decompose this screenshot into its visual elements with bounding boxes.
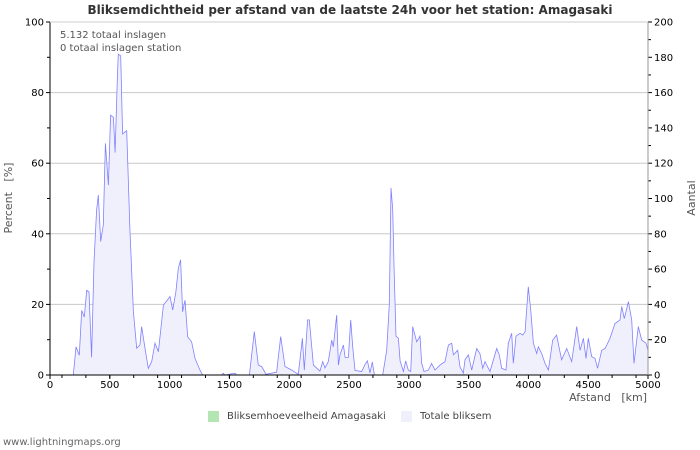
y2-tick-label: 40 xyxy=(654,300,667,311)
y-tick-label: 80 xyxy=(31,88,44,99)
footer-link[interactable]: www.lightningmaps.org xyxy=(3,437,121,448)
total-lightning-area xyxy=(73,54,649,375)
x-tick-label: 3000 xyxy=(396,380,421,391)
y-tick-label: 100 xyxy=(25,18,44,29)
annotation-total: 5.132 totaal inslagen xyxy=(60,30,166,41)
axes: 0204060801000204060801001201401601802000… xyxy=(25,18,673,392)
y2-tick-label: 60 xyxy=(654,265,667,276)
x-tick-label: 4000 xyxy=(516,380,541,391)
y-tick-label: 0 xyxy=(38,371,44,382)
x-tick-label: 4500 xyxy=(575,380,600,391)
y2-tick-label: 160 xyxy=(654,88,673,99)
y2-axis-label: Aantal xyxy=(685,180,698,215)
y-tick-label: 40 xyxy=(31,229,44,240)
y2-tick-label: 20 xyxy=(654,335,667,346)
y2-tick-label: 120 xyxy=(654,159,673,170)
y-tick-label: 60 xyxy=(31,159,44,170)
x-tick-label: 3500 xyxy=(456,380,481,391)
y2-tick-label: 100 xyxy=(654,194,673,205)
x-axis-label: Afstand [km] xyxy=(569,391,647,404)
legend-label-total: Totale bliksem xyxy=(420,411,492,422)
y2-tick-label: 80 xyxy=(654,229,667,240)
legend-swatch-total xyxy=(401,411,412,422)
x-tick-label: 1500 xyxy=(217,380,242,391)
x-tick-label: 2500 xyxy=(336,380,361,391)
y-tick-label: 20 xyxy=(31,300,44,311)
x-tick-label: 5000 xyxy=(635,380,660,391)
legend-label-station: Bliksemhoeveelheid Amagasaki xyxy=(227,411,386,422)
x-tick-label: 0 xyxy=(47,380,53,391)
y-axis-label: Percent [%] xyxy=(2,163,15,234)
legend-swatch-station xyxy=(208,411,219,422)
x-tick-label: 2000 xyxy=(276,380,301,391)
y2-tick-label: 140 xyxy=(654,123,673,134)
x-tick-label: 500 xyxy=(100,380,119,391)
y2-tick-label: 0 xyxy=(654,371,660,382)
x-tick-label: 1000 xyxy=(157,380,182,391)
gridlines xyxy=(50,21,648,305)
annotation-station: 0 totaal inslagen station xyxy=(60,43,181,54)
y2-tick-label: 180 xyxy=(654,53,673,64)
legend-item-total: Totale bliksem xyxy=(401,411,491,422)
y2-tick-label: 200 xyxy=(654,18,673,29)
chart-title: Bliksemdichtheid per afstand van de laat… xyxy=(87,3,613,17)
legend-item-station: Bliksemhoeveelheid Amagasaki xyxy=(208,411,386,422)
total-lightning-line xyxy=(72,53,649,376)
